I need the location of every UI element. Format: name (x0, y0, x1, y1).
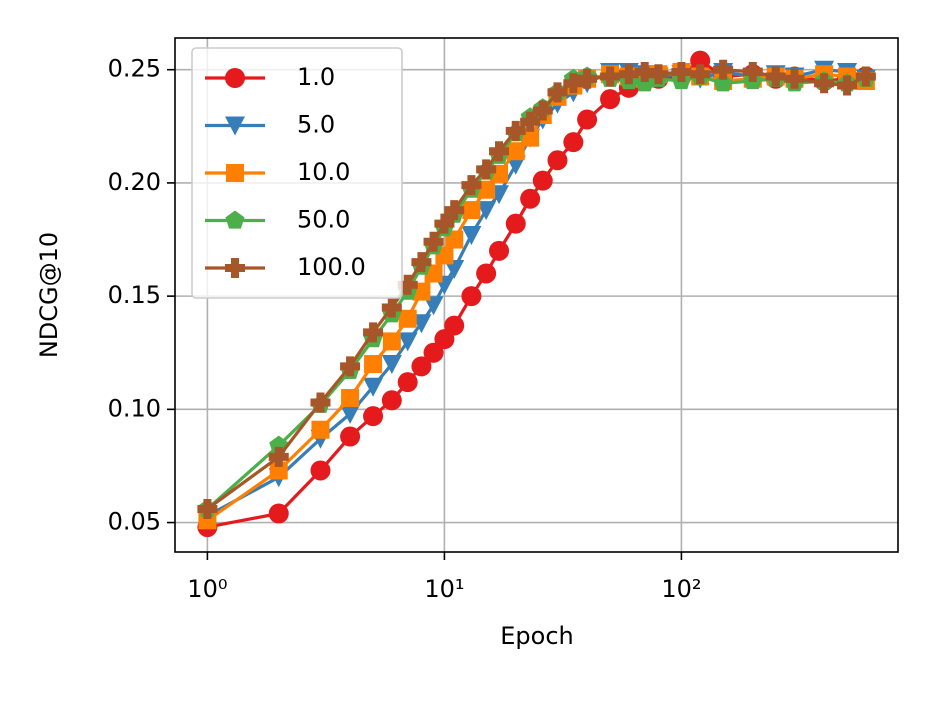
marker (268, 446, 289, 467)
marker (423, 296, 444, 316)
marker (520, 111, 541, 132)
marker (505, 120, 526, 141)
marker (600, 89, 621, 110)
marker (814, 73, 835, 94)
legend-label: 50.0 (297, 206, 350, 234)
y-tick-label: 0.10 (108, 394, 161, 422)
x-axis-label: Epoch (500, 622, 574, 650)
marker (381, 390, 402, 411)
x-tick-label: 10¹ (424, 575, 464, 603)
marker (381, 297, 402, 318)
marker (520, 188, 541, 209)
marker (268, 503, 289, 524)
marker (563, 132, 584, 153)
marker (489, 240, 510, 261)
legend-box (191, 47, 403, 299)
marker (364, 355, 383, 374)
plot-frame (174, 37, 899, 553)
marker (837, 75, 858, 96)
marker (742, 61, 763, 82)
legend-marker (225, 258, 245, 278)
marker (505, 213, 526, 234)
marker (634, 61, 655, 82)
marker (577, 109, 598, 130)
marker (382, 332, 401, 351)
marker (784, 68, 805, 89)
y-tick-label: 0.20 (108, 168, 161, 196)
y-tick-label: 0.15 (108, 281, 161, 309)
legend-label: 1.0 (297, 63, 335, 91)
marker (461, 286, 482, 307)
marker (690, 64, 711, 85)
y-tick-label: 0.25 (108, 55, 161, 83)
marker (363, 406, 384, 427)
marker (506, 142, 525, 161)
x-tick-label: 10² (661, 575, 701, 603)
marker (489, 141, 510, 162)
x-tick-label: 10⁰ (187, 575, 227, 603)
marker (269, 461, 288, 480)
marker (434, 213, 455, 234)
marker (444, 259, 465, 279)
marker (411, 252, 432, 273)
y-axis-label: NDCG@10 (35, 232, 63, 358)
legend-marker (225, 210, 245, 229)
legend-label: 5.0 (297, 111, 335, 139)
marker (855, 66, 876, 87)
marker (532, 170, 553, 191)
marker (398, 309, 417, 328)
marker (462, 201, 481, 220)
legend-marker (226, 164, 244, 182)
marker (671, 61, 692, 82)
legend-label: 10.0 (297, 158, 350, 186)
marker (532, 100, 553, 121)
marker (310, 392, 331, 413)
marker (341, 389, 360, 408)
marker (547, 150, 568, 171)
marker (340, 404, 361, 424)
marker (397, 274, 418, 295)
marker (397, 372, 418, 393)
marker (713, 59, 734, 80)
legend-marker (225, 68, 245, 88)
marker (476, 159, 497, 180)
legend-marker (225, 116, 245, 136)
marker (340, 356, 361, 377)
marker (363, 377, 384, 397)
y-tick-label: 0.05 (108, 508, 161, 536)
marker (397, 332, 418, 352)
marker (311, 420, 330, 439)
marker (461, 225, 482, 245)
marker (363, 322, 384, 343)
marker (547, 82, 568, 103)
legend-label: 100.0 (297, 253, 366, 281)
marker (477, 180, 496, 199)
marker (563, 73, 584, 94)
marker (577, 68, 598, 89)
marker (411, 356, 432, 377)
marker (476, 201, 497, 221)
marker (197, 498, 218, 519)
marker (461, 175, 482, 196)
marker (310, 460, 331, 481)
marker (600, 66, 621, 87)
marker (765, 66, 786, 87)
marker (444, 315, 465, 336)
marker (476, 263, 497, 284)
marker (381, 355, 402, 375)
marker (618, 64, 639, 85)
marker (690, 50, 711, 71)
marker (648, 64, 669, 85)
marker (423, 231, 444, 252)
marker (340, 426, 361, 447)
marker (423, 342, 444, 363)
marker (444, 200, 465, 221)
marker (713, 73, 733, 92)
